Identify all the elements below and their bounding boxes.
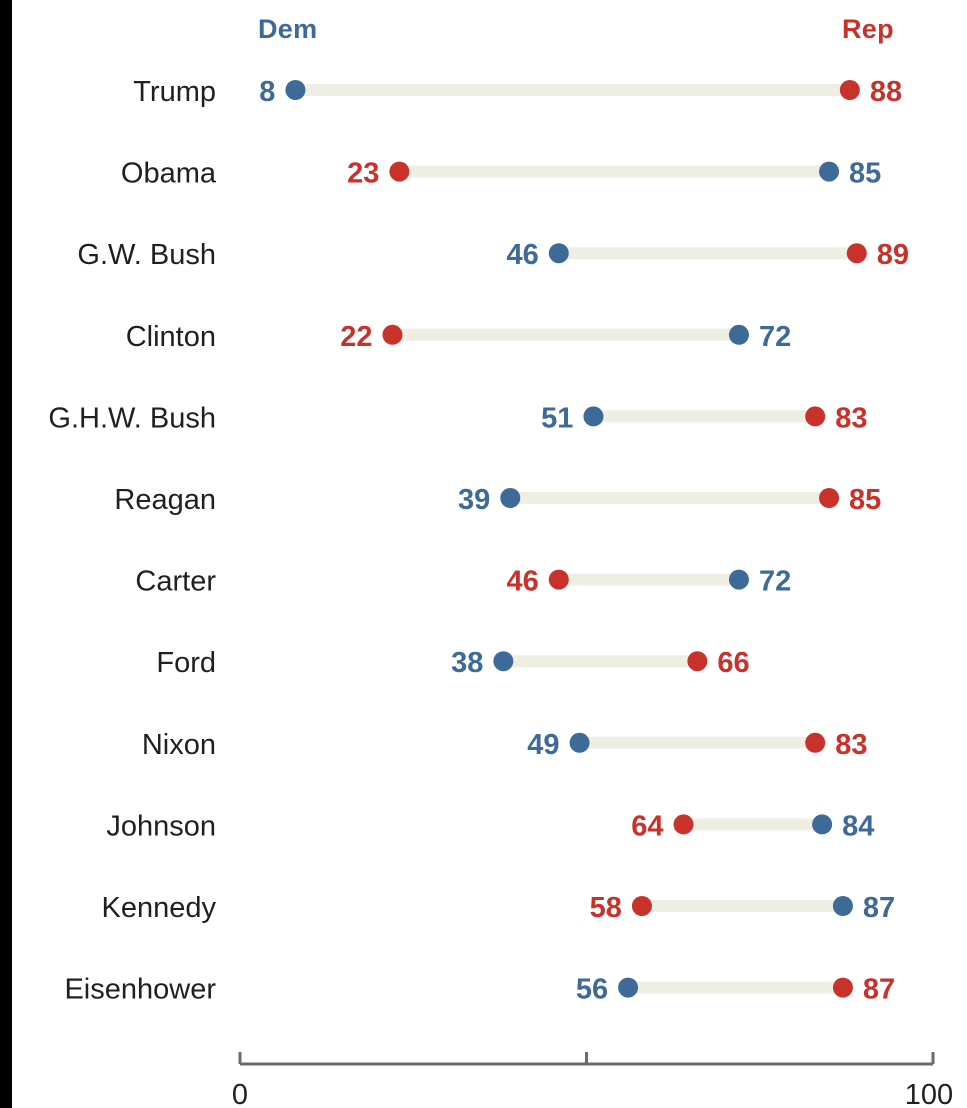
dem-value-label: 51 [541, 402, 573, 434]
row-obama: Obama 85 23 [121, 158, 881, 190]
dem-value-label: 72 [759, 566, 791, 598]
row-nixon: Nixon 49 83 [142, 729, 868, 761]
row-g-w-bush: G.W. Bush 46 89 [77, 239, 909, 271]
dem-dot [728, 324, 749, 345]
rep-value-label: 22 [340, 321, 372, 353]
dem-dot [493, 651, 514, 672]
dem-value-label: 46 [507, 239, 539, 271]
rep-dot [805, 406, 826, 427]
row-carter: Carter 72 46 [135, 566, 791, 598]
rep-value-label: 87 [863, 974, 895, 1006]
dem-dot [618, 977, 639, 998]
rep-value-label: 64 [631, 810, 663, 842]
legend-dem-label: Dem [258, 14, 318, 44]
rep-value-label: 66 [717, 647, 749, 679]
dem-dot [548, 243, 569, 264]
dem-value-label: 49 [527, 729, 559, 761]
rep-dot [382, 324, 403, 345]
dem-value-label: 38 [451, 647, 483, 679]
rep-value-label: 58 [590, 892, 622, 924]
rep-value-label: 89 [877, 239, 909, 271]
category-label: Ford [156, 647, 216, 679]
x-axis: 0 100 [232, 1052, 953, 1108]
category-label: Carter [135, 566, 216, 598]
dem-dot [569, 732, 590, 753]
dem-dot [285, 80, 306, 100]
rep-dot [839, 80, 860, 100]
dem-value-label: 72 [759, 321, 791, 353]
row-reagan: Reagan 39 85 [114, 484, 881, 516]
category-label: Eisenhower [64, 974, 216, 1006]
category-label: Obama [121, 158, 217, 190]
x-tick-label: 0 [232, 1079, 248, 1108]
rep-value-label: 83 [835, 402, 867, 434]
row-ford: Ford 38 66 [156, 647, 749, 679]
dem-value-label: 39 [458, 484, 490, 516]
rep-dot [805, 732, 826, 753]
category-label: Reagan [114, 484, 216, 516]
category-label: Kennedy [102, 892, 217, 924]
dem-value-label: 56 [576, 974, 608, 1006]
rep-dot [819, 488, 840, 508]
row-eisenhower: Eisenhower 56 87 [64, 974, 895, 1006]
rep-value-label: 85 [849, 484, 881, 516]
dem-value-label: 8 [259, 76, 275, 108]
row-g-h-w-bush: G.H.W. Bush 51 83 [48, 402, 867, 434]
category-label: Nixon [142, 729, 216, 761]
dem-value-label: 84 [842, 810, 874, 842]
row-kennedy: Kennedy 87 58 [102, 892, 896, 924]
dem-dot [832, 896, 853, 916]
rep-dot [846, 243, 867, 264]
dem-dot [819, 161, 840, 182]
category-label: G.H.W. Bush [48, 402, 216, 434]
dem-value-label: 85 [849, 158, 881, 190]
rep-value-label: 23 [347, 158, 379, 190]
rep-value-label: 88 [870, 76, 902, 108]
row-clinton: Clinton 72 22 [126, 321, 792, 353]
dem-value-label: 87 [863, 892, 895, 924]
rep-value-label: 46 [507, 566, 539, 598]
left-border-strip [0, 0, 12, 1108]
rep-dot [389, 161, 410, 182]
rep-dot [687, 651, 708, 672]
row-johnson: Johnson 84 64 [106, 810, 874, 842]
row-trump: Trump 8 88 [133, 76, 902, 108]
category-label: Trump [133, 76, 216, 108]
dem-dot [728, 569, 749, 590]
rep-dot [631, 896, 652, 916]
dem-dot [812, 814, 833, 835]
category-label: G.W. Bush [77, 239, 216, 271]
rep-dot [673, 814, 694, 835]
legend-rep-label: Rep [842, 14, 894, 44]
dem-dot [583, 406, 604, 427]
dem-dot [500, 488, 521, 508]
category-label: Johnson [106, 810, 216, 842]
x-tick-label: 100 [905, 1079, 953, 1108]
rep-value-label: 83 [835, 729, 867, 761]
category-label: Clinton [126, 321, 216, 353]
rep-dot [548, 569, 569, 590]
rep-dot [832, 977, 853, 998]
